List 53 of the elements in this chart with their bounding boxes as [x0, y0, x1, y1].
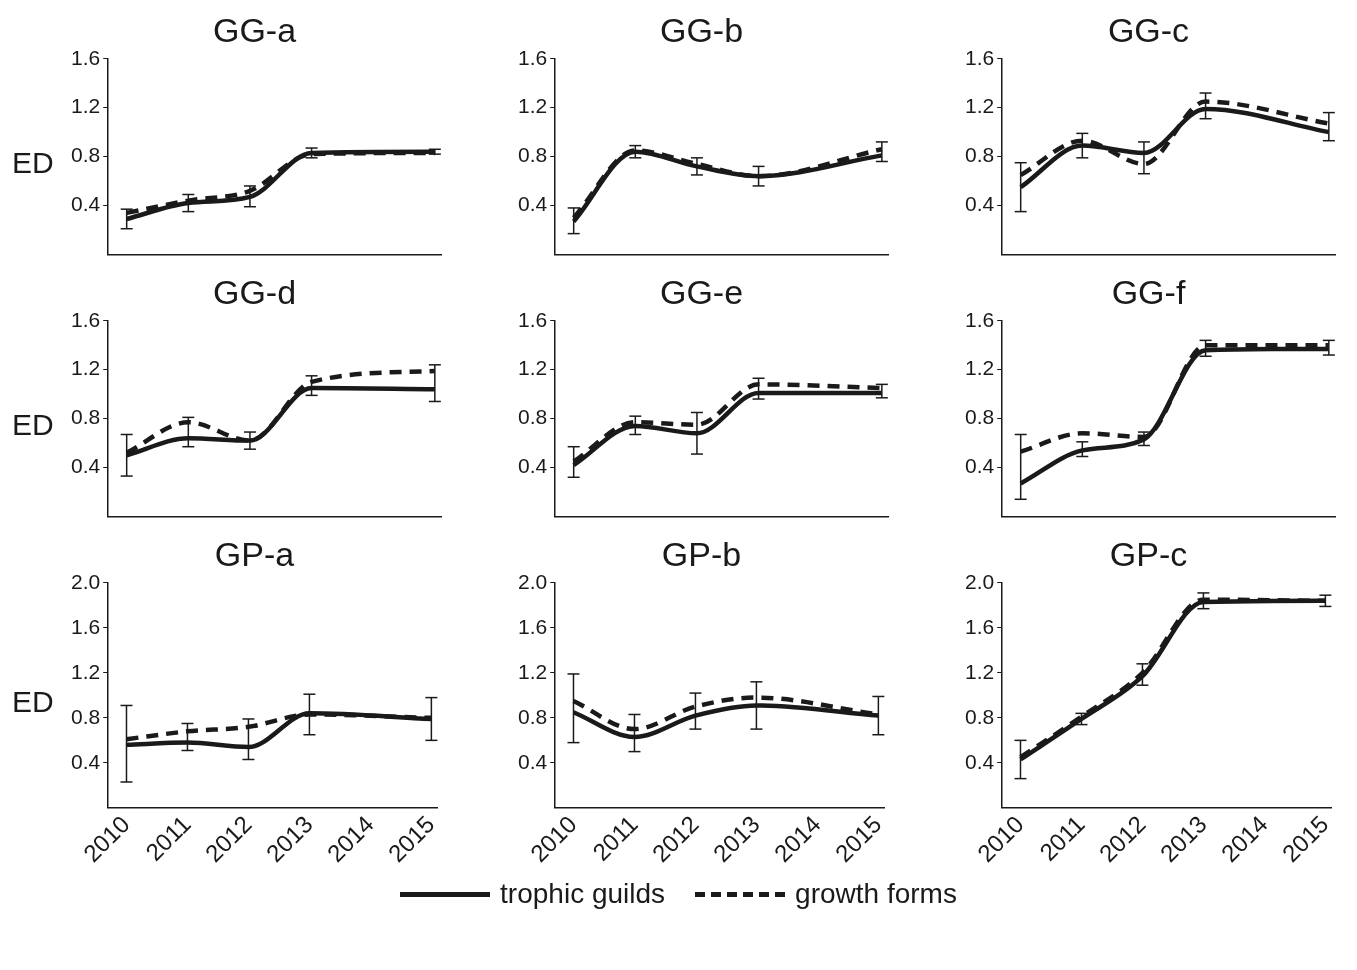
chart-title: GG-f — [1111, 272, 1186, 311]
chart-title: GG-a — [212, 10, 297, 49]
chart-title: GP-b — [661, 534, 742, 573]
y-tick-label: 1.2 — [70, 356, 101, 380]
y-tick-label: 0.4 — [517, 454, 548, 478]
y-tick-label: 1.6 — [517, 307, 548, 331]
y-tick-label: 2.0 — [517, 569, 548, 593]
legend-label: growth forms — [795, 878, 957, 910]
y-tick-label: 1.6 — [70, 307, 101, 331]
y-tick-label: 1.2 — [964, 94, 995, 118]
chart-title: GG-b — [659, 10, 744, 49]
y-tick-label: 1.6 — [517, 45, 548, 69]
y-tick-label: 1.2 — [964, 659, 995, 683]
y-tick-label: 0.4 — [517, 749, 548, 773]
y-tick-label: 0.4 — [70, 749, 101, 773]
y-tick-label: 0.8 — [70, 405, 101, 429]
y-tick-label: 0.8 — [70, 143, 101, 167]
y-tick-label: 0.8 — [517, 405, 548, 429]
y-tick-label: 1.2 — [70, 94, 101, 118]
y-tick-label: 1.6 — [70, 614, 101, 638]
y-tick-label: 0.8 — [964, 405, 995, 429]
y-tick-label: 0.8 — [517, 143, 548, 167]
y-tick-label: 1.2 — [517, 94, 548, 118]
y-tick-label: 1.2 — [964, 356, 995, 380]
chart-title: GG-d — [212, 272, 297, 311]
chart-title: GP-a — [214, 534, 295, 573]
y-axis-title: ED — [12, 407, 54, 441]
y-axis-title: ED — [12, 145, 54, 179]
y-tick-label: 0.8 — [964, 143, 995, 167]
y-tick-label: 1.6 — [517, 614, 548, 638]
y-tick-label: 2.0 — [70, 569, 101, 593]
y-tick-label: 1.2 — [70, 659, 101, 683]
chart-title: GG-c — [1107, 10, 1190, 49]
y-tick-label: 0.8 — [70, 704, 101, 728]
y-tick-label: 0.4 — [964, 454, 995, 478]
y-tick-label: 1.6 — [964, 614, 995, 638]
y-tick-label: 0.4 — [964, 749, 995, 773]
y-tick-label: 1.2 — [517, 659, 548, 683]
y-tick-label: 1.6 — [964, 307, 995, 331]
y-tick-label: 0.4 — [517, 192, 548, 216]
chart-title: GG-e — [659, 272, 744, 311]
y-tick-label: 0.8 — [964, 704, 995, 728]
y-tick-label: 2.0 — [964, 569, 995, 593]
y-tick-label: 0.4 — [964, 192, 995, 216]
y-axis-title: ED — [12, 684, 54, 718]
y-tick-label: 1.6 — [70, 45, 101, 69]
y-tick-label: 1.2 — [517, 356, 548, 380]
chart-title: GP-c — [1109, 534, 1188, 573]
y-tick-label: 1.6 — [964, 45, 995, 69]
y-tick-label: 0.4 — [70, 192, 101, 216]
legend-label: trophic guilds — [500, 878, 666, 910]
y-tick-label: 0.8 — [517, 704, 548, 728]
y-tick-label: 0.4 — [70, 454, 101, 478]
